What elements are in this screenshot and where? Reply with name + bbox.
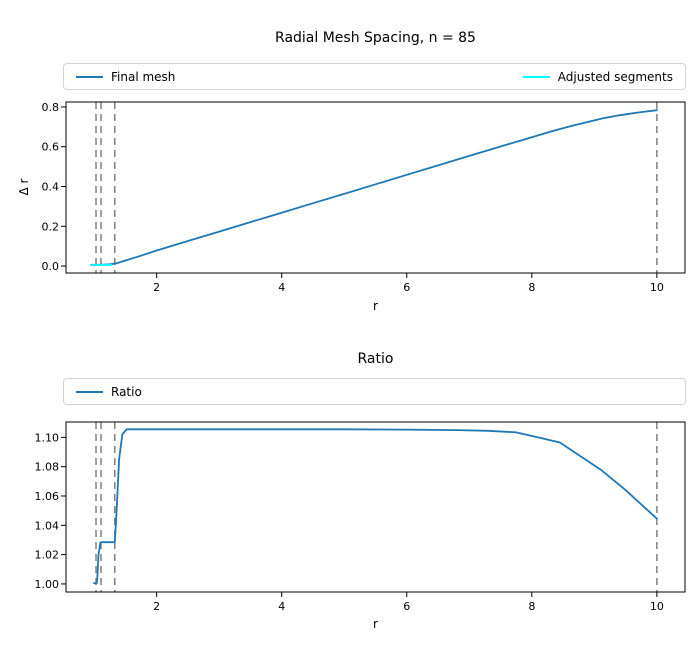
legend-mesh-spacing: Final mesh Adjusted segments xyxy=(63,63,686,90)
y-tick-label: 1.06 xyxy=(35,490,60,503)
x-tick-label: 4 xyxy=(278,281,285,294)
legend-item-final-mesh: Final mesh xyxy=(76,70,175,84)
x-axis-label-r-top: r xyxy=(373,299,378,313)
y-tick-label: 0.0 xyxy=(42,260,60,273)
y-tick-label: 0.8 xyxy=(42,101,60,114)
y-tick-label: 1.10 xyxy=(35,431,60,444)
plot-title-ratio: Ratio xyxy=(357,351,394,367)
legend-item-adjusted-segments: Adjusted segments xyxy=(522,69,673,84)
x-axis-label-r-bottom: r xyxy=(373,617,378,631)
x-tick-label: 4 xyxy=(278,600,285,613)
y-tick-label: 0.6 xyxy=(42,141,60,154)
x-tick-label: 8 xyxy=(528,281,535,294)
legend-ratio: Ratio xyxy=(63,378,686,405)
y-tick-label: 1.00 xyxy=(35,578,60,591)
legend-label: Ratio xyxy=(111,384,142,399)
x-tick-label: 2 xyxy=(153,600,160,613)
x-tick-label: 10 xyxy=(650,600,664,613)
plot-title-mesh-spacing: Radial Mesh Spacing, n = 85 xyxy=(275,30,476,46)
x-tick-label: 6 xyxy=(403,281,410,294)
x-tick-label: 6 xyxy=(403,600,410,613)
legend-label: Final mesh xyxy=(111,69,176,84)
axes-spines xyxy=(65,421,686,593)
final-mesh-legend-line xyxy=(76,75,103,78)
x-tick-label: 2 xyxy=(153,281,160,294)
y-tick-label: 1.02 xyxy=(35,549,60,562)
ratio-legend-line xyxy=(76,390,103,393)
adjusted-segments-legend-line xyxy=(522,75,550,78)
x-tick-label: 10 xyxy=(650,281,664,294)
final-mesh-line xyxy=(90,109,658,266)
y-tick-label: 0.2 xyxy=(42,220,60,233)
legend-item-ratio: Ratio xyxy=(76,385,142,399)
y-tick-label: 1.04 xyxy=(35,519,60,532)
axes-spines xyxy=(65,101,686,274)
x-tick-label: 8 xyxy=(528,600,535,613)
y-tick-label: 0.4 xyxy=(42,181,60,194)
ratio-line xyxy=(93,428,658,585)
y-tick-label: 1.08 xyxy=(35,461,60,474)
legend-label: Adjusted segments xyxy=(557,69,673,84)
